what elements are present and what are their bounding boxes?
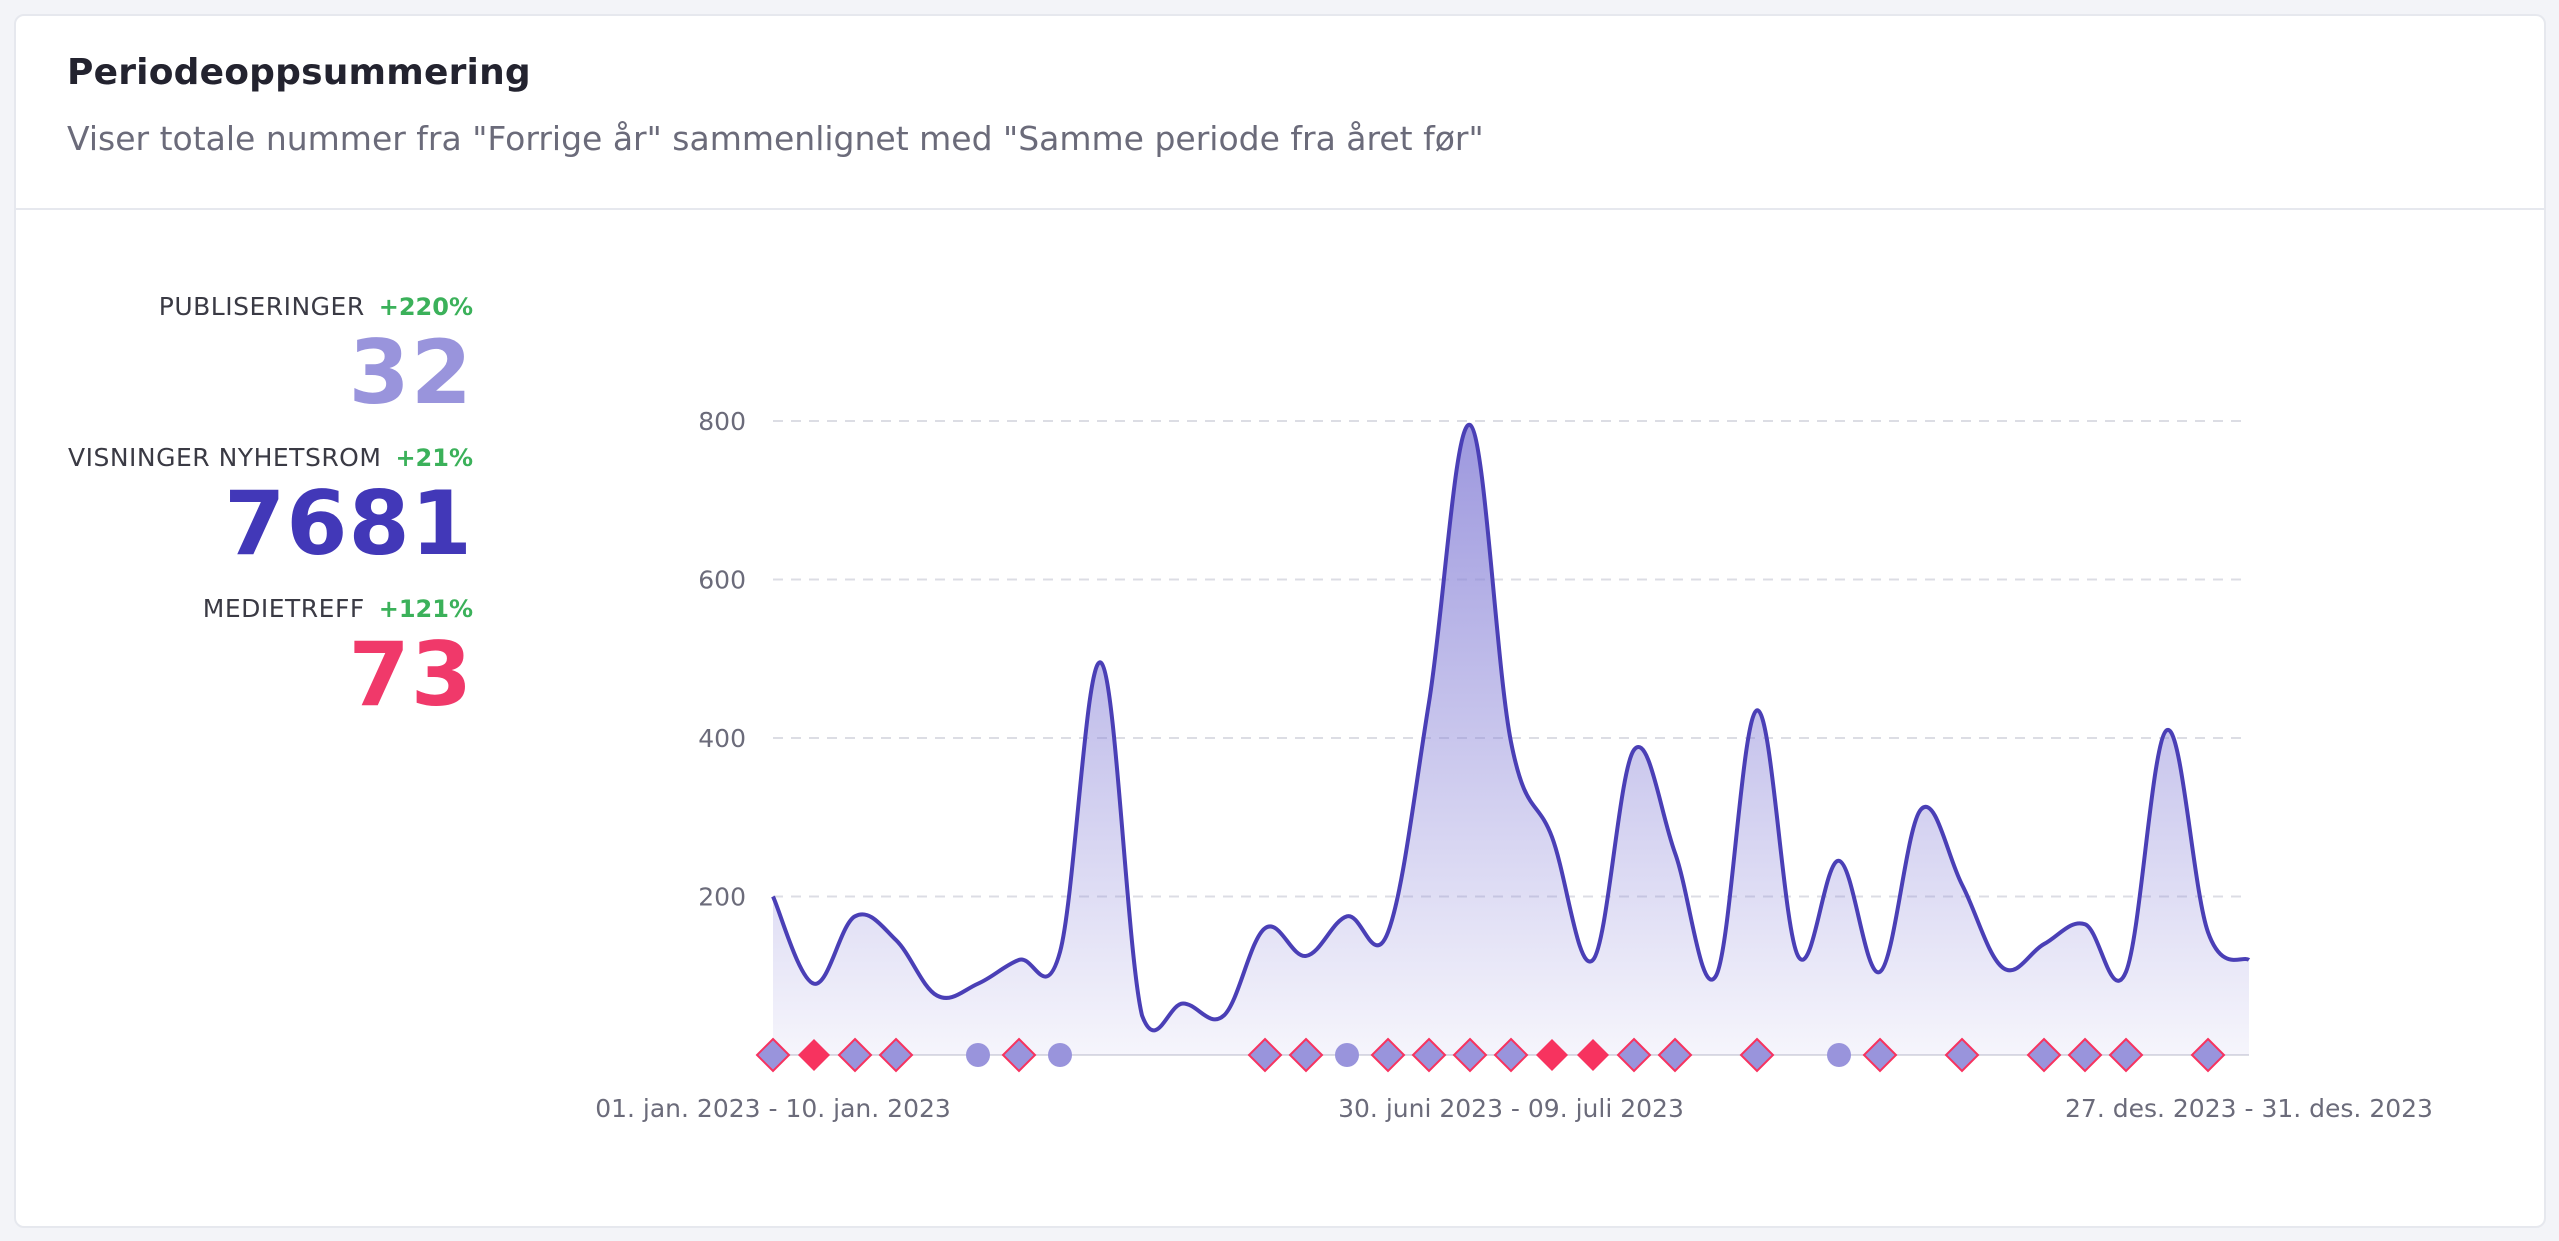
- media-hit-marker[interactable]: [798, 1039, 830, 1071]
- combined-marker[interactable]: [1616, 1037, 1652, 1073]
- x-tick-label: 01. jan. 2023 - 10. jan. 2023: [595, 1094, 951, 1123]
- y-tick-label: 400: [698, 724, 746, 753]
- stat-publications: PUBLISERINGER +220% 32: [46, 292, 473, 417]
- combined-marker[interactable]: [1493, 1037, 1529, 1073]
- stat-label: MEDIETREFF: [202, 594, 365, 623]
- combined-marker[interactable]: [1944, 1037, 1980, 1073]
- combined-marker[interactable]: [1739, 1037, 1775, 1073]
- stat-newsroom-views: VISNINGER NYHETSROM +21% 7681: [46, 443, 473, 568]
- chart-container: 200 400 600 800 01. jan. 2023 - 10. jan. 20…: [16, 210, 2544, 1226]
- combined-marker[interactable]: [1370, 1037, 1406, 1073]
- combined-marker[interactable]: [2067, 1037, 2103, 1073]
- combined-marker[interactable]: [2108, 1037, 2144, 1073]
- publication-marker[interactable]: [1048, 1043, 1072, 1067]
- series-line: [771, 422, 2251, 1033]
- stat-value: 7681: [224, 472, 473, 575]
- y-axis-ticks: 200 400 600 800: [698, 407, 746, 912]
- combined-marker[interactable]: [1247, 1037, 1283, 1073]
- card-title: Periodeoppsummering: [67, 52, 531, 93]
- combined-marker[interactable]: [878, 1037, 914, 1073]
- combined-marker[interactable]: [1862, 1037, 1898, 1073]
- x-axis-ticks: 01. jan. 2023 - 10. jan. 2023 30. juni 20…: [595, 1094, 2433, 1123]
- combined-marker[interactable]: [2026, 1037, 2062, 1073]
- card-subtitle: Viser totale nummer fra "Forrige år" sam…: [67, 119, 1484, 158]
- x-tick-label: 30. juni 2023 - 09. juli 2023: [1338, 1094, 1684, 1123]
- media-hit-marker[interactable]: [1577, 1039, 1609, 1071]
- stat-value: 73: [348, 623, 473, 726]
- area-chart: 200 400 600 800 01. jan. 2023 - 10. jan. 20…: [595, 407, 2433, 1123]
- stat-change: +220%: [378, 293, 473, 321]
- card-header: Periodeoppsummering Viser totale nummer …: [16, 16, 2544, 210]
- combined-marker[interactable]: [2190, 1037, 2226, 1073]
- combined-marker[interactable]: [1657, 1037, 1693, 1073]
- event-markers: [755, 1037, 2226, 1073]
- publication-marker[interactable]: [966, 1043, 990, 1067]
- series: [771, 422, 2251, 1056]
- series-area: [773, 424, 2249, 1056]
- stat-change: +121%: [378, 595, 473, 623]
- stat-label: PUBLISERINGER: [158, 292, 365, 321]
- combined-marker[interactable]: [1001, 1037, 1037, 1073]
- stat-value: 32: [348, 321, 473, 424]
- x-tick-label: 27. des. 2023 - 31. des. 2023: [2065, 1094, 2433, 1123]
- combined-marker[interactable]: [1288, 1037, 1324, 1073]
- period-summary-card: Periodeoppsummering Viser totale nummer …: [14, 14, 2546, 1228]
- y-tick-label: 200: [698, 883, 746, 912]
- stats-panel: PUBLISERINGER +220% 32 VISNINGER NYHETSRO…: [46, 292, 473, 745]
- y-tick-label: 600: [698, 566, 746, 595]
- stat-label: VISNINGER NYHETSROM: [68, 443, 382, 472]
- combined-marker[interactable]: [1411, 1037, 1447, 1073]
- publication-marker[interactable]: [1335, 1043, 1359, 1067]
- y-tick-label: 800: [698, 407, 746, 436]
- combined-marker[interactable]: [837, 1037, 873, 1073]
- publication-marker[interactable]: [1827, 1043, 1851, 1067]
- media-hit-marker[interactable]: [1536, 1039, 1568, 1071]
- stat-media-hits: MEDIETREFF +121% 73: [46, 594, 473, 719]
- stat-change: +21%: [395, 444, 473, 472]
- combined-marker[interactable]: [1452, 1037, 1488, 1073]
- combined-marker[interactable]: [755, 1037, 791, 1073]
